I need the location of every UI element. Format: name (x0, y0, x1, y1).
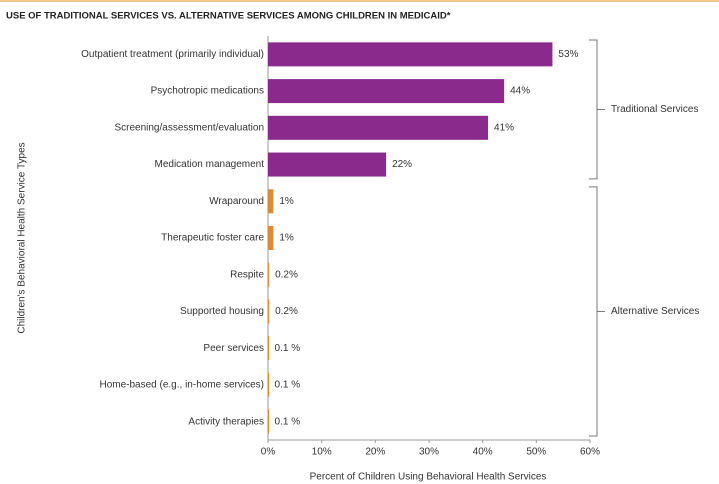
value-label: 41% (494, 122, 514, 133)
bar (268, 262, 270, 287)
x-tick-label: 50% (526, 447, 546, 458)
group-label: Traditional Services (611, 104, 698, 115)
bar (268, 299, 270, 324)
y-tick-label: Screening/assessment/evaluation (114, 122, 264, 133)
y-tick-label: Home-based (e.g., in-home services) (99, 380, 264, 391)
x-tick-label: 0% (261, 447, 276, 458)
y-tick-label: Psychotropic medications (151, 86, 264, 97)
x-tick-label: 40% (473, 447, 493, 458)
group-label: Alternative Services (611, 306, 699, 317)
bar (268, 226, 274, 250)
bar (268, 409, 269, 434)
bar (268, 79, 505, 104)
group-bracket (589, 186, 598, 437)
value-label: 53% (558, 49, 578, 60)
y-tick-label: Peer services (203, 343, 264, 354)
x-tick-label: 10% (312, 447, 332, 458)
value-label: 0.1 % (275, 380, 301, 391)
bar (268, 372, 269, 397)
y-tick-label: Wraparound (209, 196, 264, 207)
x-axis-label: Percent of Children Using Behavioral Hea… (310, 472, 547, 483)
x-tick-label: 30% (419, 447, 439, 458)
value-label: 22% (392, 159, 412, 170)
value-label: 0.1 % (275, 416, 301, 427)
x-tick-label: 20% (365, 447, 385, 458)
x-tick-label: 60% (580, 447, 600, 458)
bar (268, 152, 387, 177)
bar (268, 336, 269, 361)
value-label: 0.2% (275, 306, 298, 317)
value-label: 0.1 % (275, 343, 301, 354)
y-tick-label: Supported housing (180, 306, 264, 317)
y-tick-label: Activity therapies (188, 416, 264, 427)
group-bracket (589, 39, 598, 180)
y-tick-label: Therapeutic foster care (161, 233, 264, 244)
value-label: 1% (279, 196, 294, 207)
bar (268, 42, 553, 67)
bar (268, 115, 489, 140)
chart-title: USE OF TRADITIONAL SERVICES VS. ALTERNAT… (6, 11, 451, 22)
value-label: 1% (279, 233, 294, 244)
y-axis-label: Children's Behavioral Health Service Typ… (17, 142, 28, 333)
y-tick-label: Outpatient treatment (primarily individu… (81, 49, 264, 60)
y-tick-label: Respite (230, 269, 264, 280)
y-tick-label: Medication management (154, 159, 264, 170)
bar (268, 189, 274, 214)
value-label: 0.2% (275, 269, 298, 280)
value-label: 44% (510, 86, 530, 97)
